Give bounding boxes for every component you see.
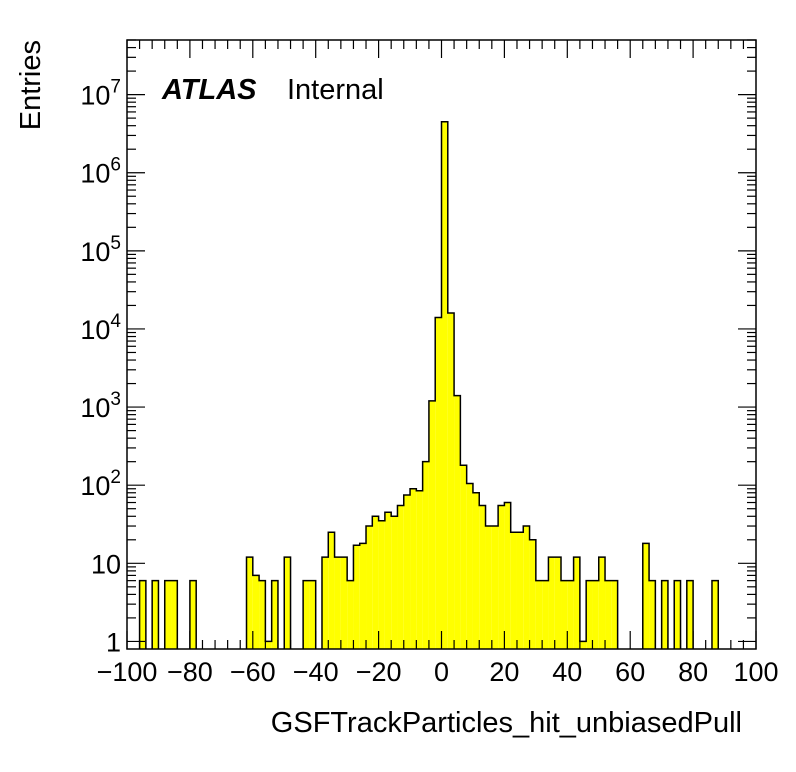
x-tick-label: 40 — [552, 657, 582, 687]
histogram-bar — [403, 494, 411, 649]
histogram-bar — [152, 580, 159, 649]
y-tick-label: 103 — [80, 389, 121, 423]
histogram-bar — [542, 580, 549, 649]
histogram-bar — [340, 557, 348, 649]
axis-ticks — [126, 39, 757, 649]
histogram-bar — [447, 313, 455, 649]
histogram-bar — [265, 641, 272, 649]
atlas-label: ATLAS — [161, 74, 257, 106]
histogram-bar — [428, 400, 436, 649]
x-axis-title: GSFTrackParticles_hit_unbiasedPull — [271, 707, 742, 739]
histogram-bar — [366, 526, 373, 649]
histogram-bar — [359, 543, 367, 649]
histogram-bar — [416, 490, 423, 649]
histogram-bar — [164, 580, 172, 649]
histogram-bar — [246, 557, 253, 649]
histogram-bar — [347, 580, 354, 649]
x-tick-label: 60 — [615, 657, 645, 687]
x-tick-label: −20 — [356, 657, 402, 687]
histogram-bar — [567, 580, 574, 649]
y-tick-label: 1 — [106, 627, 121, 657]
histogram-bar — [529, 539, 536, 649]
histogram-bar — [171, 580, 178, 649]
histogram-bar — [642, 543, 650, 649]
histogram-bar — [479, 505, 486, 649]
histogram-bar — [353, 545, 360, 649]
histogram-bar — [674, 580, 681, 649]
histogram-bar — [485, 526, 492, 649]
histogram-bar — [303, 580, 310, 649]
internal-label: Internal — [287, 74, 384, 106]
x-tick-label: −80 — [167, 657, 213, 687]
histogram-bar — [535, 580, 543, 649]
histogram-bar — [422, 461, 429, 649]
histogram-bar — [328, 532, 335, 649]
histogram-bar — [686, 580, 694, 649]
histogram-bar — [454, 395, 461, 649]
x-tick-label: 100 — [733, 657, 778, 687]
histogram-bar — [598, 557, 606, 649]
histogram-bar — [460, 465, 467, 649]
histogram-bar — [435, 317, 442, 649]
histogram-bar — [661, 580, 668, 649]
histogram-bar — [334, 557, 341, 649]
y-tick-label: 104 — [80, 311, 121, 345]
histogram-bar — [321, 557, 329, 649]
histogram-bar — [554, 557, 562, 649]
histogram-bar — [548, 557, 555, 649]
histogram-bar — [466, 483, 473, 649]
histogram-bar — [259, 580, 266, 649]
histogram-bar — [271, 580, 278, 649]
histogram-bar — [592, 580, 599, 649]
x-tick-label: 20 — [489, 657, 519, 687]
histogram-bar — [391, 516, 398, 649]
histogram-bar — [189, 580, 197, 649]
histogram-bar — [510, 532, 517, 649]
y-tick-label: 107 — [80, 77, 121, 111]
x-tick-label: 80 — [678, 657, 708, 687]
histogram-bar — [397, 505, 404, 649]
histogram-bar — [561, 580, 568, 649]
y-tick-label: 106 — [80, 155, 121, 189]
x-tick-label: −60 — [230, 657, 276, 687]
histogram-bar — [573, 557, 580, 649]
x-tick-label: −100 — [97, 657, 158, 687]
histogram-bar — [139, 580, 146, 649]
x-tick-labels: −100 −80 −60 −40 −20 0 20 40 60 80 100 — [97, 657, 779, 687]
x-tick-label: −40 — [293, 657, 339, 687]
histogram-bar — [309, 580, 316, 649]
histogram-bar — [384, 512, 392, 649]
histogram-bar — [649, 580, 656, 649]
histogram-bar — [378, 520, 385, 649]
histogram-bar — [252, 575, 260, 649]
histogram-bar — [504, 502, 511, 649]
histogram-bar — [498, 505, 505, 649]
y-axis-title: Entries — [15, 40, 47, 130]
histogram-bar — [441, 121, 448, 649]
histogram-bar — [586, 580, 593, 649]
bars-layer — [139, 121, 719, 649]
histogram-bar — [611, 580, 618, 649]
y-tick-label: 105 — [80, 233, 121, 267]
histogram-bar — [605, 580, 612, 649]
histogram-bar — [372, 516, 379, 649]
y-tick-label: 102 — [80, 467, 121, 501]
histogram-bar — [523, 526, 530, 649]
x-tick-label: 0 — [434, 657, 449, 687]
y-tick-label: 10 — [91, 549, 121, 579]
histogram-bar — [410, 488, 417, 649]
histogram-bar — [579, 641, 587, 649]
histogram-bar — [472, 492, 480, 649]
histogram-outline — [138, 120, 720, 649]
y-tick-labels: 1 10 102 103 104 105 106 107 — [80, 77, 121, 658]
histogram-bar — [516, 532, 524, 649]
histogram-bar — [491, 526, 499, 649]
histogram-bar — [711, 580, 719, 649]
histogram-bar — [284, 557, 291, 649]
